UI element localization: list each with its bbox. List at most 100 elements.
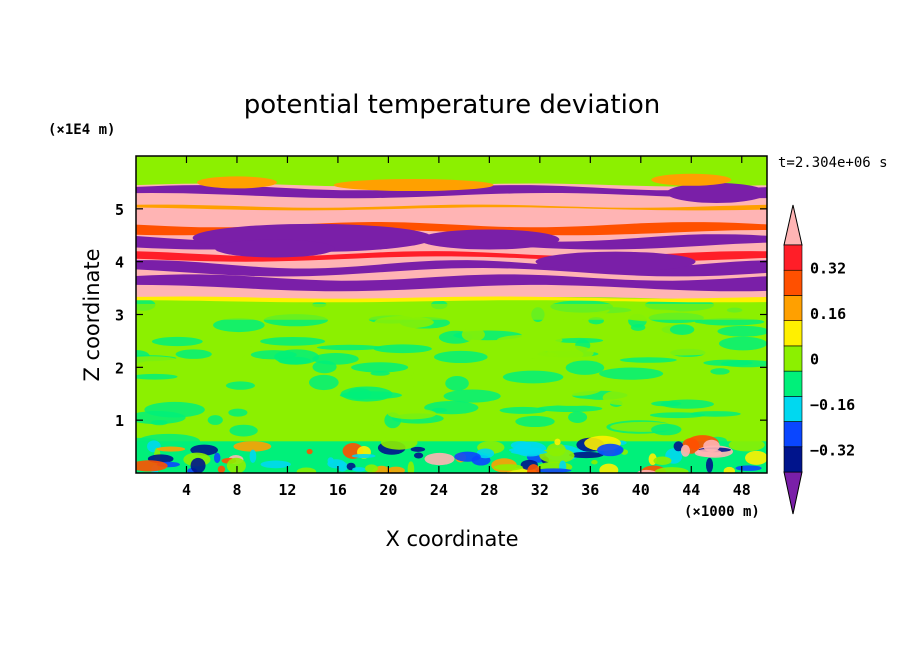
- colorbar-extend-low: [783, 471, 803, 515]
- x-axis-label: X coordinate: [385, 527, 518, 551]
- field-patch: [619, 357, 677, 363]
- field-patch: [175, 349, 212, 359]
- field-patch: [703, 359, 753, 367]
- field-patch: [151, 336, 203, 347]
- surface-cell: [637, 469, 657, 473]
- surface-cell: [136, 460, 168, 472]
- field-patch: [229, 424, 258, 437]
- field-patch: [434, 350, 488, 364]
- band-positive: [136, 204, 767, 211]
- field-patch: [461, 327, 485, 342]
- field-patch: [136, 303, 767, 320]
- field-patch: [651, 400, 682, 407]
- surface-cell: [476, 448, 495, 459]
- surface-cell: [599, 463, 619, 473]
- field-patch: [136, 356, 182, 368]
- surface-cell: [365, 464, 378, 473]
- surface-cell: [217, 465, 226, 473]
- field-patch: [718, 336, 767, 351]
- field-patch: [445, 375, 469, 391]
- surface-cell: [190, 457, 206, 473]
- surface-cell: [296, 467, 317, 473]
- surface-cell: [233, 441, 272, 452]
- field-patch: [553, 380, 603, 396]
- field-patch: [387, 408, 437, 420]
- colorbar-extend-high: [783, 204, 803, 246]
- field-patch: [651, 423, 682, 436]
- x-tick-label: 44: [682, 481, 700, 499]
- field-patch: [424, 401, 479, 415]
- surface-cell: [424, 452, 455, 466]
- surface-cell: [546, 443, 566, 457]
- x-axis: 4 8 12 16 20 24 28 32 36 40 44 48: [182, 156, 751, 499]
- colorbar-swatch: [783, 396, 803, 422]
- surface-cell: [554, 438, 561, 446]
- x-tick-label: 24: [430, 481, 448, 499]
- colorbar-swatch: [783, 446, 803, 473]
- surface-cell: [493, 464, 523, 471]
- colorbar-swatch: [783, 295, 803, 321]
- field-patch: [565, 360, 605, 375]
- surface-cell: [723, 466, 735, 473]
- surface-cell: [510, 449, 548, 455]
- field-patch: [679, 423, 721, 428]
- field-patch: [213, 318, 265, 333]
- surface-cell: [387, 466, 405, 473]
- field-patch: [351, 362, 409, 373]
- y-tick-label: 2: [115, 359, 124, 377]
- field-patch: [136, 411, 186, 425]
- chart-title: potential temperature deviation: [244, 90, 660, 120]
- surface-cell: [705, 457, 714, 473]
- surface-cell: [745, 450, 767, 465]
- band-negative: [136, 260, 767, 277]
- surface-cell: [351, 453, 376, 458]
- field-patch: [710, 368, 730, 375]
- y-tick-label: 4: [115, 254, 124, 272]
- surface-cell: [673, 441, 684, 452]
- field-patch: [555, 337, 604, 344]
- y-tick-label: 1: [115, 412, 124, 430]
- field-patch: [496, 334, 563, 346]
- band-positive: [136, 296, 767, 303]
- surface-cell: [735, 465, 762, 471]
- surface-cell: [510, 441, 532, 450]
- surface-cell: [249, 449, 257, 463]
- field-patch: [185, 344, 252, 350]
- colorbar-tick-label: 0.32: [810, 260, 846, 278]
- field-patch: [568, 411, 588, 423]
- x-tick-label: 20: [379, 481, 397, 499]
- time-label: t=2.304e+06 s: [778, 155, 888, 171]
- x-tick-label: 40: [632, 481, 650, 499]
- surface-cell: [597, 443, 624, 457]
- x-tick-label: 36: [581, 481, 599, 499]
- colorbar-tick-label: 0: [810, 351, 819, 369]
- surface-cell: [413, 452, 424, 459]
- colorbar-tick-label: 0.16: [810, 305, 846, 323]
- field-cell: [419, 229, 560, 250]
- surface-cell: [527, 464, 540, 473]
- surface-cell: [653, 456, 672, 465]
- surface-cell: [226, 457, 246, 473]
- surface-cell: [156, 446, 186, 452]
- surface-cell: [703, 439, 720, 453]
- surface-cell: [728, 438, 765, 452]
- field-patch: [312, 353, 359, 365]
- x-tick-label: 8: [232, 481, 241, 499]
- x-tick-label: 4: [182, 481, 191, 499]
- colorbar-tick-label: −0.16: [810, 396, 855, 414]
- field-patch: [502, 370, 564, 384]
- field-patch: [630, 324, 646, 331]
- band-negative: [136, 185, 767, 199]
- field-patch: [250, 350, 297, 360]
- y-tick-label: 5: [115, 201, 124, 219]
- x-tick-label: 48: [733, 481, 751, 499]
- y-axis: 1 2 3 4 5: [115, 201, 767, 430]
- colorbar-swatch: [783, 269, 803, 296]
- surface-cell: [327, 457, 334, 464]
- field-patch: [373, 344, 432, 354]
- field-patch: [515, 415, 555, 428]
- surface-cell: [568, 451, 604, 459]
- field-patch: [537, 405, 603, 413]
- field-patch: [347, 388, 372, 400]
